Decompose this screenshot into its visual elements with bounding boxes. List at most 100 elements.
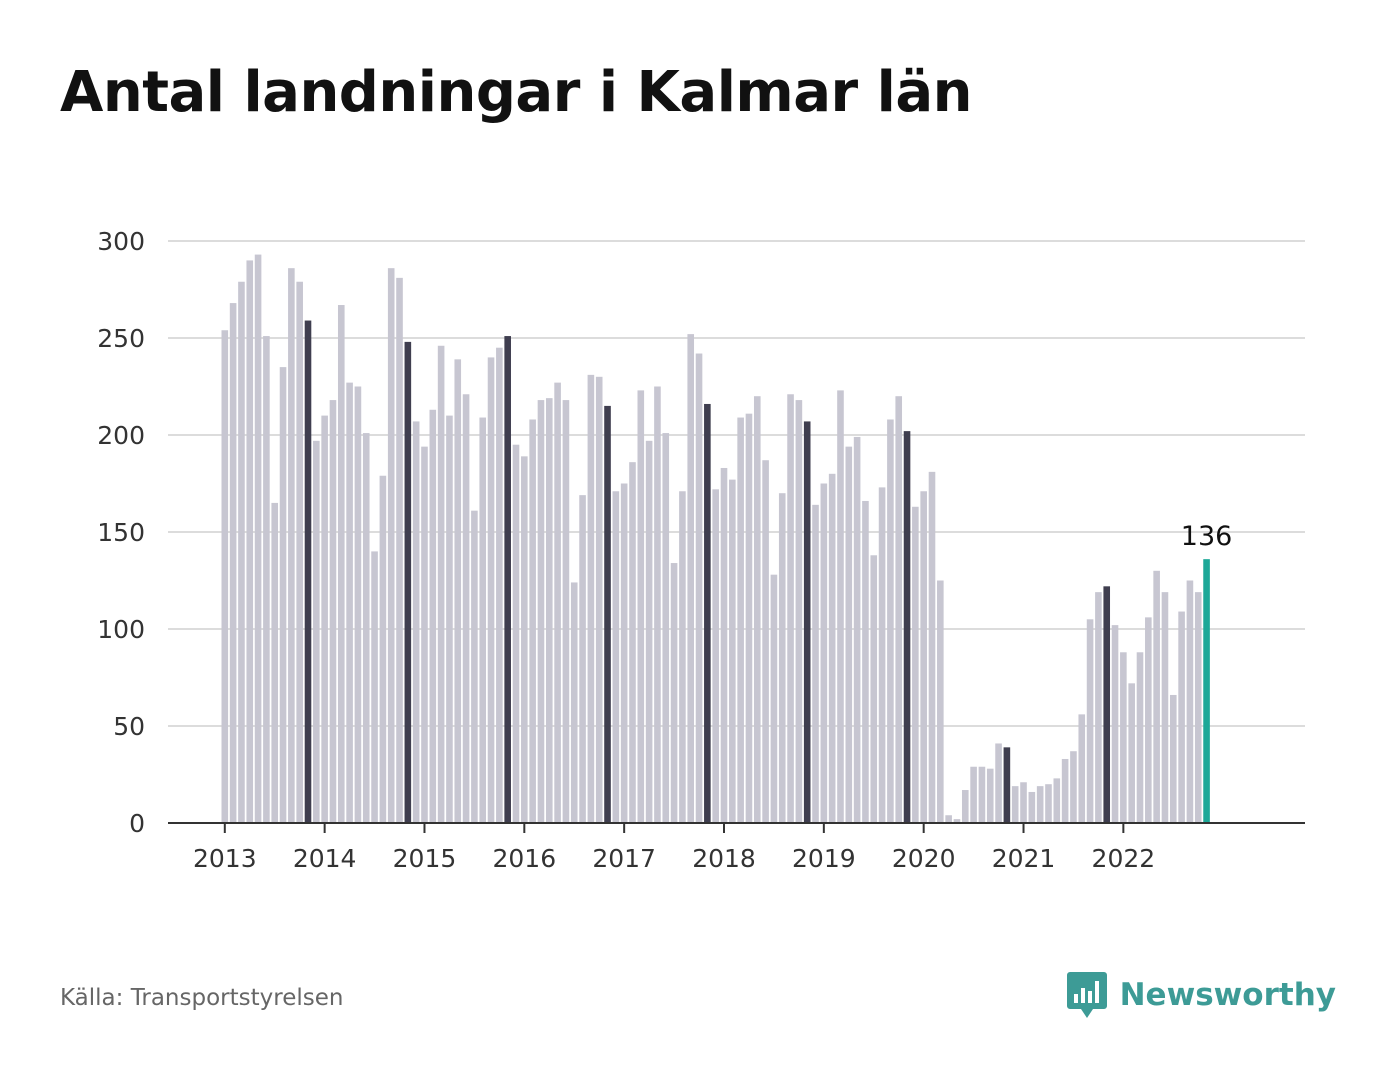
bar [404, 341, 412, 823]
bar [296, 281, 303, 823]
bar [562, 400, 570, 823]
bar [1169, 694, 1177, 823]
bar [604, 405, 611, 823]
bar [753, 396, 761, 823]
bar [837, 390, 844, 823]
y-tick-label: 0 [129, 809, 145, 838]
x-tick-label: 2021 [992, 844, 1056, 873]
bar [529, 419, 536, 823]
brand-name: Newsworthy [1119, 977, 1336, 1013]
bar [279, 367, 287, 823]
bar [820, 483, 828, 823]
x-tick-label: 2020 [892, 844, 956, 873]
y-tick-label: 200 [97, 421, 145, 450]
bar [1178, 611, 1185, 823]
source-note: Källa: Transportstyrelsen [60, 985, 344, 1011]
bar [679, 491, 686, 823]
bar [645, 440, 653, 823]
y-tick-label: 150 [97, 518, 145, 547]
bar [238, 281, 245, 823]
bar [412, 421, 420, 823]
bar [1128, 683, 1135, 823]
bar [937, 580, 944, 823]
bar [288, 268, 295, 823]
bar [887, 419, 894, 823]
bar [579, 495, 586, 823]
bar [371, 551, 378, 823]
x-tick-label: 2017 [592, 844, 656, 873]
bar [737, 417, 744, 823]
bar [670, 563, 678, 823]
bar [1061, 758, 1069, 823]
bar [521, 456, 528, 823]
bar [1028, 791, 1036, 823]
bar [1153, 570, 1160, 823]
bar [920, 491, 927, 823]
x-tick-label: 2022 [1092, 844, 1156, 873]
bar [1103, 586, 1111, 823]
bar [446, 415, 453, 823]
y-tick-label: 300 [97, 227, 145, 256]
bar [1011, 786, 1019, 823]
bar [928, 471, 936, 823]
bar [986, 768, 994, 823]
bar [1003, 747, 1011, 823]
bar [720, 467, 728, 823]
x-tick-label: 2018 [692, 844, 756, 873]
bar [595, 376, 603, 823]
bar [271, 502, 279, 823]
bar [845, 446, 853, 823]
bar [229, 303, 237, 824]
bar [729, 479, 736, 823]
bar [1203, 559, 1210, 823]
bar [421, 446, 428, 823]
bar [354, 386, 362, 823]
bar [612, 491, 620, 823]
bar [637, 390, 645, 823]
x-tick-label: 2016 [493, 844, 557, 873]
landings-bar-chart: 0 50 100 150 200 250 300 2013 2014 2015 2016 2017 20… [97, 227, 1305, 873]
bar [1095, 592, 1102, 823]
bar [953, 819, 961, 823]
bar [479, 417, 487, 823]
bar [870, 555, 878, 823]
bar [704, 403, 711, 823]
bar [695, 353, 703, 823]
bar [1161, 592, 1169, 823]
bar [795, 400, 803, 823]
bar [1036, 786, 1044, 823]
bar [429, 409, 437, 823]
bar [1120, 652, 1127, 823]
bar [970, 766, 977, 823]
bar [1136, 652, 1144, 823]
bar [396, 277, 403, 823]
bar [812, 504, 819, 823]
bar [778, 493, 786, 823]
bar [903, 431, 911, 823]
bar [504, 336, 511, 823]
bar [620, 483, 628, 823]
x-tick-label: 2014 [293, 844, 357, 873]
bar [978, 766, 986, 823]
bar [379, 475, 387, 823]
bar [362, 433, 370, 823]
bar [862, 500, 869, 823]
bar [961, 790, 969, 823]
bar [337, 305, 345, 823]
bar [1078, 714, 1086, 823]
bar [537, 400, 545, 823]
bar [570, 582, 578, 823]
bar [321, 415, 328, 823]
y-tick-label: 100 [97, 615, 145, 644]
bar [629, 462, 636, 823]
chart-title: Antal landningar i Kalmar län [60, 60, 973, 125]
bar [762, 460, 769, 823]
bar [654, 386, 661, 823]
bar [1186, 580, 1194, 823]
y-tick-label: 50 [113, 712, 145, 741]
brand-logo: Newsworthy [1066, 970, 1336, 1020]
bar [787, 394, 794, 823]
x-tick-label: 2013 [193, 844, 257, 873]
bar [1194, 592, 1202, 823]
bar [313, 440, 320, 823]
